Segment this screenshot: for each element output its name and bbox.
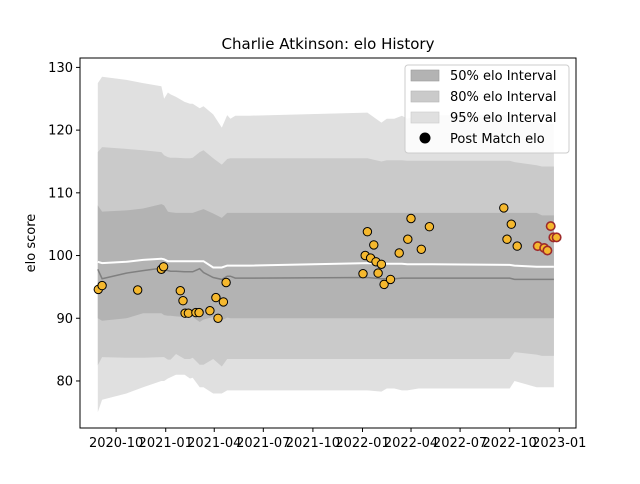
x-tick-label: 2023-01 [532, 436, 586, 451]
post-match-elo-point [178, 296, 188, 306]
x-tick-label: 2022-07 [433, 436, 487, 451]
post-match-elo-point [512, 241, 522, 251]
plot-frame [79, 57, 577, 429]
x-tick-label: 2020-10 [89, 436, 143, 451]
x-tick-label: 2022-01 [335, 436, 389, 451]
post-match-elo-point [499, 203, 509, 213]
post-match-elo-point [175, 286, 186, 296]
post-match-elo-point [218, 297, 229, 307]
legend-swatch-50 [410, 69, 440, 82]
interval-bands [97, 76, 554, 413]
y-tick-label: 80 [56, 374, 73, 389]
legend-label-80: 80% elo Interval [450, 90, 557, 105]
post-match-elo-point [376, 259, 387, 269]
post-match-elo-point [403, 234, 413, 244]
legend-label-95: 95% elo Interval [450, 111, 557, 126]
x-tick-label: 2021-07 [236, 436, 290, 451]
post-match-elo-point [424, 222, 435, 232]
legend-label-50: 50% elo Interval [450, 69, 557, 84]
post-match-elo-point [406, 213, 416, 224]
post-match-elo-point [394, 248, 404, 258]
post-match-points [93, 203, 562, 323]
x-tick-label: 2021-04 [187, 436, 241, 451]
x-tick-label: 2022-10 [483, 436, 537, 451]
x-axis: 2020-102021-012021-042021-072021-102022-… [89, 428, 586, 451]
post-match-elo-point [551, 232, 562, 243]
legend-label-post-match: Post Match elo [450, 132, 545, 147]
post-match-elo-point [158, 262, 169, 272]
y-tick-label: 130 [48, 61, 73, 76]
legend-marker-post-match [419, 132, 431, 144]
legend-box [404, 64, 570, 154]
post-match-elo-point [542, 245, 553, 256]
x-tick-label: 2021-01 [139, 436, 193, 451]
post-match-elo-point [221, 277, 231, 288]
chart-title: Charlie Atkinson: elo History [222, 35, 435, 53]
y-tick-label: 90 [56, 312, 73, 327]
y-axis-label: elo score [24, 214, 39, 273]
legend-swatch-80 [410, 90, 440, 103]
post-match-elo-point [194, 307, 204, 318]
post-match-elo-point [369, 240, 379, 250]
post-match-elo-point [358, 269, 368, 279]
post-match-elo-point [213, 313, 223, 323]
post-match-elo-point [506, 219, 516, 229]
post-match-elo-point [362, 227, 373, 237]
post-match-elo-point [416, 244, 426, 255]
mean-elo-line [97, 257, 554, 269]
post-match-elo-point [97, 280, 107, 291]
post-match-elo-point [133, 285, 143, 295]
post-match-elo-point [502, 234, 512, 244]
post-match-elo-point [379, 279, 389, 290]
post-match-elo-point [205, 306, 215, 316]
y-tick-label: 120 [48, 124, 73, 139]
x-tick-label: 2021-10 [286, 436, 340, 451]
legend-swatch-95 [410, 111, 440, 124]
x-tick-label: 2022-04 [384, 436, 438, 451]
post-match-elo-point [211, 292, 221, 303]
y-tick-label: 110 [48, 186, 73, 201]
y-tick-label: 100 [48, 249, 73, 264]
post-match-elo-point [385, 274, 396, 285]
post-match-elo-point [373, 268, 383, 278]
y-axis: 80 90 100 110 120 130 [48, 61, 80, 389]
legend: 50% elo Interval 80% elo Interval 95% el… [404, 64, 570, 154]
post-match-elo-point [545, 221, 556, 232]
